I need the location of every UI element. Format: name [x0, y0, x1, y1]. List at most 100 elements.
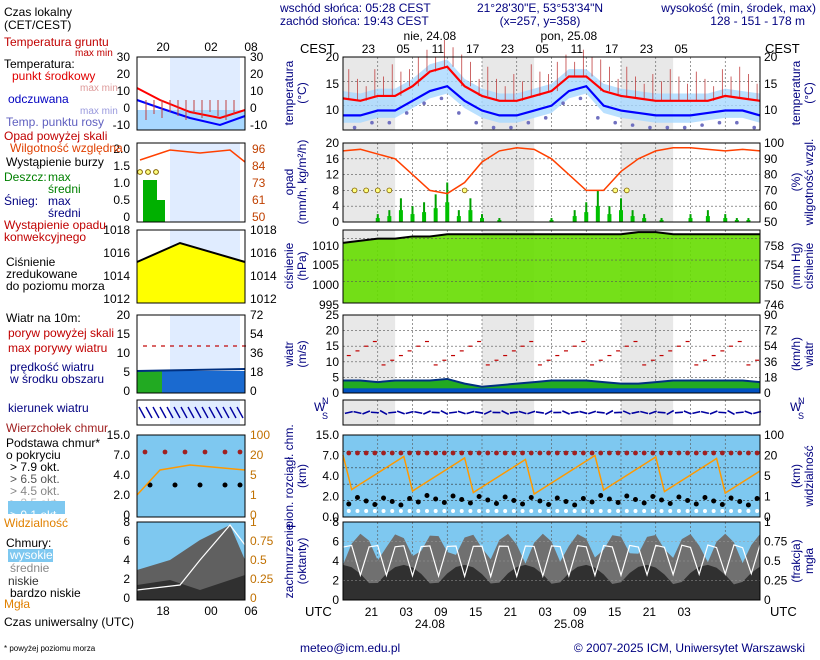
legend-panel-1: 2.0 1.5 1.0 0.5 0 96 84 73 61 50 [113, 142, 265, 224]
cloud-low-dot [668, 509, 673, 513]
storm-marker [351, 187, 358, 194]
cloud-top-dot [407, 450, 413, 456]
cloud-base-dot [641, 500, 647, 506]
rain-mid-bar [433, 208, 438, 222]
legend-rain-mid [143, 180, 157, 222]
utc-hour: 21 [365, 605, 379, 619]
legend-cloud-base [172, 482, 178, 488]
series-temp-mid [342, 65, 761, 102]
wind-arrow [379, 409, 388, 416]
panel-frame [342, 229, 761, 304]
rain-mid-bar [398, 210, 403, 222]
wind-arrow [344, 410, 353, 415]
cloud-top-dot [607, 450, 612, 456]
legend-cb-tick-r: 1 [250, 488, 257, 502]
cloud-low-dot [468, 509, 473, 513]
legend-temp-tick-r: -10 [250, 118, 268, 132]
tick-right: 18 [764, 370, 778, 384]
legend-temp-tick-r: 30 [250, 50, 264, 64]
rain-mid-bar [630, 216, 635, 222]
wind-arrow [648, 410, 657, 415]
tick-right: 10 [764, 103, 778, 117]
utc-hour: 15 [469, 605, 483, 619]
cloud-top-dot [372, 450, 378, 456]
wind-arrow [631, 410, 640, 415]
cloud-low-dot [676, 509, 681, 513]
rain-mid-bar [659, 220, 664, 222]
cloud-base-dot [659, 497, 665, 503]
legend-cloud-top: Wierzchołek chmur [6, 421, 108, 435]
legend-conv-2: konwekcyjnego [4, 230, 86, 244]
legend-rain-max [157, 200, 165, 222]
cloud-base-dot [745, 502, 751, 508]
tick-left: 16 [326, 152, 340, 166]
compass-w-right: W [790, 400, 802, 414]
dew-point [578, 96, 583, 101]
cloud-base-dot [389, 499, 395, 504]
legend-cc-tick-r: 0.5 [250, 553, 267, 567]
cloud-low-dot [598, 509, 603, 513]
cloud-base-dot [424, 493, 430, 498]
panel-dir [342, 399, 762, 426]
tick-left: 20 [326, 136, 340, 150]
tick-right: 750 [764, 278, 784, 292]
legend-wind-green [137, 371, 162, 393]
legend-cc-tick-l: 0 [123, 591, 130, 605]
legend-pressure-tick-l: 1016 [103, 246, 130, 260]
cloud-low-dot [485, 509, 490, 513]
wind-arrow [579, 410, 588, 415]
cloud-top-dot [615, 450, 621, 456]
dew-point [648, 125, 652, 130]
legend-pressure-tick-r: 1014 [250, 269, 277, 283]
storm-marker [386, 187, 393, 194]
legend-cc-tick-l: 8 [123, 515, 130, 529]
wind-arrow [562, 410, 570, 415]
wind-arrow [570, 411, 579, 414]
legend-panel-frame [136, 521, 246, 601]
cloud-low-dot [555, 509, 560, 513]
sunrise: wschód słońca: 05:28 CEST [279, 1, 431, 15]
legend-cloud-base [197, 482, 203, 488]
cloud-base-dot [520, 501, 526, 507]
cloud-base-dot [476, 494, 482, 499]
legend-panel-frame [136, 314, 246, 394]
dew-point [526, 120, 531, 125]
local-hour: 23 [640, 42, 654, 56]
cloud-top-dot [415, 450, 421, 456]
local-hour: 11 [432, 42, 445, 56]
cloud-base-dot [563, 499, 569, 504]
tick-right: 0.25 [764, 574, 788, 588]
cloud-base-dot [711, 498, 717, 504]
wind-arrow [709, 410, 718, 415]
series-temp-felt [343, 84, 761, 117]
cloud-top-dot [754, 450, 760, 456]
legend-clouds-title: Chmury: [6, 536, 51, 550]
legend-panel-frame [136, 142, 246, 223]
legend-gust: max porywy wiatru [8, 341, 107, 355]
tick-right: 20 [764, 50, 778, 64]
rain-mid-bar [746, 220, 751, 222]
legend-speed-1: prędkość wiatru [10, 360, 94, 374]
legend-temp-maxmin2: max min [80, 83, 118, 94]
legend-cb-tick-l: 2.0 [113, 488, 130, 502]
tick-left: 20 [326, 324, 340, 338]
clouds-low-area [343, 564, 760, 600]
legend-wind-tick-l: 15 [117, 327, 131, 341]
cloud-base-dot [346, 501, 352, 507]
legend-temp-tick-r: 10 [250, 84, 264, 98]
tick-left: 4.0 [322, 469, 339, 483]
panel-frame [342, 56, 761, 131]
utc-hour: 21 [643, 605, 657, 619]
utc-hour: 09 [573, 605, 587, 619]
legend-temp-tick-l: 0 [123, 101, 130, 115]
legend-cb-tick-l: 7.0 [113, 448, 130, 462]
footer-email[interactable]: meteo@icm.edu.pl [300, 641, 400, 655]
tick-right: 90 [764, 152, 778, 166]
wind-low [343, 388, 760, 393]
cloud-low-dot [633, 509, 638, 513]
legend-panel-3: 20 15 10 5 0 72 54 36 18 0 [117, 308, 264, 398]
tick-right: 754 [764, 258, 784, 272]
tick-left: 20 [326, 50, 340, 64]
cloud-low-dot [355, 509, 360, 513]
